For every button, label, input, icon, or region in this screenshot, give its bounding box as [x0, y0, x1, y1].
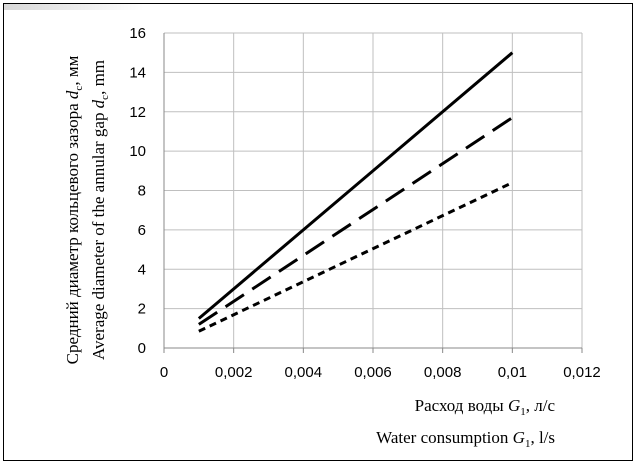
- series-lines: [197, 51, 514, 333]
- y-tick-label: 2: [138, 301, 146, 318]
- axes: [163, 33, 583, 353]
- x-tick-label: 0,004: [285, 364, 323, 381]
- y-tick-label: 8: [138, 183, 146, 200]
- x-tick-label: 0,01: [498, 364, 527, 381]
- grid-lines: [164, 32, 583, 348]
- y-tick-label: 16: [129, 25, 146, 42]
- x-axis-title-en: Water consumption G1, l/s: [376, 428, 555, 450]
- y-tick-label: 10: [129, 143, 146, 160]
- y-tick-labels: 0 2 4 6 8 10 12 14 16: [129, 25, 146, 357]
- y-tick-label: 12: [129, 104, 146, 121]
- x-tick-label: 0,008: [424, 364, 462, 381]
- x-tick-label: 0,012: [563, 364, 601, 381]
- x-tick-label: 0,002: [215, 364, 253, 381]
- series-line-1-solid: [197, 51, 514, 320]
- y-axis-title-ru: Средний диаметр кольцевого зазора dc, мм: [63, 55, 85, 364]
- x-axis-title-ru: Расход воды G1, л/с: [415, 396, 556, 418]
- series-line-3-short-dash: [198, 181, 513, 333]
- y-tick-label: 4: [138, 261, 146, 278]
- x-tick-label: 0,006: [354, 364, 392, 381]
- series-line-2-long-dash: [198, 116, 514, 326]
- x-tick-labels: 0 0,002 0,004 0,006 0,008 0,01 0,012: [160, 364, 601, 381]
- chart-frame: [3, 3, 633, 461]
- y-tick-label: 6: [138, 222, 146, 239]
- corner-shadow: [4, 4, 144, 10]
- x-tick-label: 0: [160, 364, 168, 381]
- y-axis-title-en: Average diameter of the annular gap dc, …: [89, 60, 111, 360]
- y-tick-label: 14: [129, 64, 146, 81]
- y-tick-label: 0: [138, 340, 146, 357]
